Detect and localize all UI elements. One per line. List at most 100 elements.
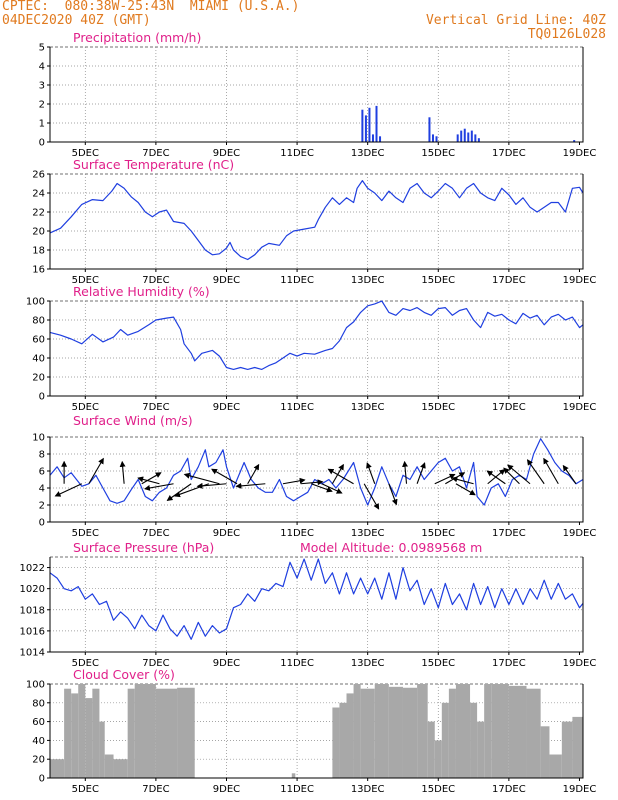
panel-6-cloud-bar (113, 759, 128, 778)
panel-1-xtick-label: 11DEC (280, 148, 314, 159)
header-code: TQ0126L028 (527, 27, 606, 42)
panel-4-wind-arrow (141, 472, 162, 485)
panel-6-cloud-bar (484, 684, 492, 778)
panel-2-ytick-label: 20 (32, 227, 45, 238)
panel-4-wind-arrow (119, 460, 126, 484)
panel-4-wind-arrow (503, 467, 520, 485)
panel-2-xtick-label: 17DEC (492, 275, 526, 286)
panel-1-ytick-label: 2 (39, 100, 45, 111)
panel-6-ytick-label: 60 (32, 717, 45, 728)
panel-6-ytick-label: 0 (39, 774, 45, 785)
panel-3-series-line (49, 300, 584, 370)
panel-4-xtick-label: 19DEC (563, 528, 597, 539)
panel-1-bar (477, 138, 480, 142)
panel-6-xtick-label: 9DEC (213, 784, 240, 795)
panel-2-frame (49, 174, 584, 270)
panel-6-cloud-bar (388, 686, 403, 778)
panel-6-cloud-bar (332, 707, 340, 778)
panel-6-xtick-label: 5DEC (72, 784, 99, 795)
panel-3-ytick-label: 40 (32, 354, 45, 365)
panel-1-ytick-label: 0 (39, 138, 45, 149)
panel-1-xtick-label: 15DEC (421, 148, 455, 159)
header-source-coords: CPTEC: 080:38W-25:43N MIAMI (U.S.A.) (2, 0, 299, 14)
panel-4-wind-arrow (88, 457, 104, 485)
panel-4-wind-arrow (300, 479, 324, 486)
panel-3-xtick-label: 5DEC (72, 402, 99, 413)
panel-2-xtick-label: 19DEC (563, 275, 597, 286)
panel-6-cloud-bar (99, 721, 105, 778)
panel-6-cloud-bar (470, 702, 478, 778)
panel-4-wind-arrow (455, 483, 476, 496)
panel-3-ytick-label: 60 (32, 335, 45, 346)
panel-5-xtick-label: 13DEC (351, 658, 385, 669)
panel-6-cloud-bar (127, 688, 135, 778)
panel-5-ytick-label: 1018 (20, 605, 45, 616)
panel-3-ytick-label: 20 (32, 373, 45, 384)
panel-5-xtick-label: 15DEC (421, 658, 455, 669)
panel-4-ytick-label: 8 (39, 450, 45, 461)
panel-2-series-line (49, 180, 584, 261)
panel-6-ytick-label: 20 (32, 755, 45, 766)
panel-6-cloud-bar (291, 773, 296, 778)
panel-2-ytick-label: 16 (32, 265, 45, 276)
panel-1-bar (470, 130, 473, 142)
panel-2-ytick-label: 22 (32, 208, 45, 219)
panel-5-frame (49, 557, 584, 653)
panel-1-bar (379, 136, 382, 142)
panel-1-bar (467, 132, 470, 142)
panel-6-cloud-bar (353, 684, 361, 778)
panel-6-ytick-label: 80 (32, 698, 45, 709)
panel-1-xtick-label: 17DEC (492, 148, 526, 159)
header-coords: 080:38W-25:43N (64, 0, 175, 14)
panel-5-xtick-label: 19DEC (563, 658, 597, 669)
panel-6-cloud-bar (561, 721, 573, 778)
panel-5-xtick-label: 5DEC (72, 658, 99, 669)
panel-6-title: Cloud Cover (%) (73, 667, 175, 682)
panel-5-xtick-label: 9DEC (213, 658, 240, 669)
panel-4-wind-arrow (196, 482, 227, 489)
panel-4-ytick-label: 0 (39, 518, 45, 529)
panel-4-wind-arrow (311, 483, 333, 493)
panel-6-cloud-bar (50, 759, 65, 778)
panel-3-xtick-label: 15DEC (421, 402, 455, 413)
panel-4-wind-arrow (137, 476, 160, 485)
panel-2-ytick-label: 18 (32, 246, 45, 257)
panel-4-ytick-label: 4 (39, 484, 45, 495)
panel-4-wind-arrow (247, 463, 260, 485)
panel-1-xtick-label: 5DEC (72, 148, 99, 159)
panel-6-cloud-bar (526, 688, 541, 778)
panel-6-cloud-bar (477, 721, 485, 778)
panel-4-xtick-label: 9DEC (213, 528, 240, 539)
panel-4-wind-arrow (388, 483, 398, 506)
panel-4-wind-arrow (562, 464, 577, 485)
panel-4-wind-arrow (363, 483, 380, 510)
panel-6-cloud-bar (155, 688, 178, 778)
panel-1-frame (49, 47, 584, 143)
panel-4-xtick-label: 15DEC (421, 528, 455, 539)
panel-4-wind-arrow (526, 459, 545, 485)
panel-3-xtick-label: 17DEC (492, 402, 526, 413)
panel-4-wind-arrow (434, 473, 456, 485)
panel-4-wind-arrow (486, 470, 506, 485)
panel-6-xtick-label: 13DEC (351, 784, 385, 795)
panel-6-cloud-bar (417, 684, 428, 778)
panel-2-ytick-label: 24 (32, 189, 45, 200)
panel-5-series-line (49, 558, 584, 640)
panel-1-ytick-label: 5 (39, 43, 45, 54)
panel-4-wind-arrow (166, 483, 192, 501)
panel-6-xtick-label: 17DEC (492, 784, 526, 795)
panel-6-cloud-bar (104, 754, 114, 778)
panel-6-cloud-bar (85, 698, 93, 778)
panel-6-xtick-label: 11DEC (280, 784, 314, 795)
panel-4-ytick-label: 6 (39, 467, 45, 478)
panel-6-cloud-bar (441, 702, 449, 778)
panel-2-xtick-label: 11DEC (280, 275, 314, 286)
panel-4-wind-arrow (143, 483, 174, 491)
panel-4-wind-arrow (327, 468, 354, 485)
panel-5-xtick-label: 11DEC (280, 658, 314, 669)
panel-4-wind-arrow (366, 462, 376, 484)
panel-5-ytick-label: 1016 (20, 626, 45, 637)
panel-2-xtick-label: 5DEC (72, 275, 99, 286)
panel-6-ytick-label: 40 (32, 736, 45, 747)
